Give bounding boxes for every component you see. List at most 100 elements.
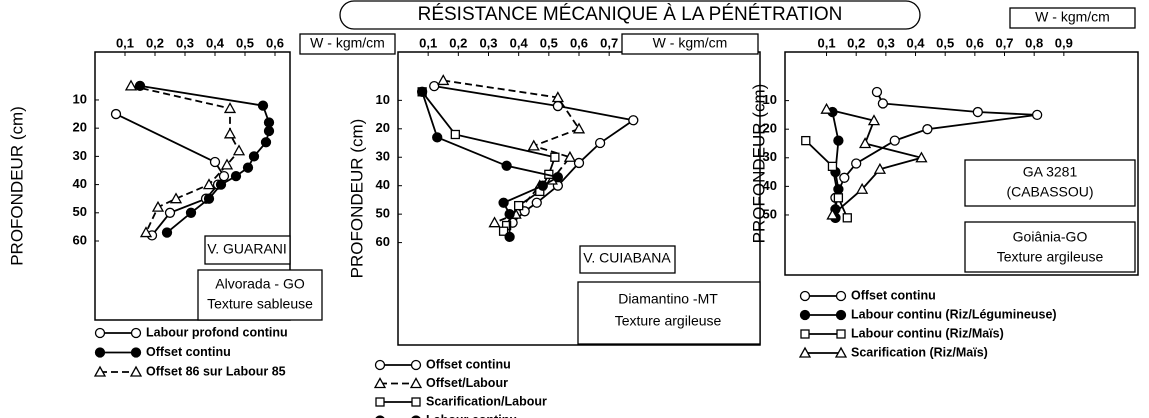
y-tick-label: 50	[763, 206, 777, 221]
legend-label: Scarification (Riz/Maïs)	[851, 345, 988, 359]
annotation-box	[964, 159, 1136, 207]
marker	[834, 346, 848, 358]
marker	[799, 290, 811, 302]
y-tick-label: 10	[763, 92, 777, 107]
marker	[972, 106, 983, 118]
marker	[820, 102, 833, 114]
marker	[110, 108, 122, 120]
x-tick-label: 0,6	[966, 35, 984, 50]
y-tick-label: 40	[376, 177, 390, 192]
marker	[514, 200, 524, 211]
marker	[799, 309, 811, 321]
marker	[842, 213, 852, 223]
x-axis-title-box	[299, 33, 396, 55]
y-tick-label: 60	[376, 234, 390, 249]
x-axis-title: W - kgm/cm	[653, 35, 728, 51]
legend-symbols	[798, 346, 848, 358]
annotation: Diamantino -MT	[618, 291, 718, 307]
annotation: V. CUIABANA	[583, 250, 671, 266]
marker	[833, 135, 844, 146]
marker	[835, 290, 847, 302]
x-tick-label: 0,3	[176, 35, 194, 50]
marker	[263, 117, 275, 128]
marker	[437, 74, 450, 86]
marker	[130, 327, 142, 339]
legend-label: Labour profond continu	[146, 325, 288, 339]
annotation-box	[577, 281, 761, 345]
marker	[409, 377, 423, 389]
y-tick-label: 10	[73, 91, 87, 106]
x-axis-title: W - kgm/cm	[310, 35, 385, 51]
marker	[851, 158, 862, 169]
legend-symbols	[375, 397, 421, 407]
marker	[826, 208, 839, 220]
marker	[833, 193, 844, 203]
marker	[129, 365, 143, 377]
y-tick-label: 10	[376, 92, 390, 107]
marker	[411, 397, 421, 407]
marker	[839, 172, 850, 183]
marker	[202, 178, 216, 190]
x-tick-label: 0,4	[510, 35, 529, 50]
marker	[501, 160, 512, 171]
marker	[858, 137, 872, 149]
marker	[257, 100, 269, 111]
legend-symbols	[94, 347, 142, 358]
annotation: Alvorada - GO	[215, 276, 305, 292]
marker	[416, 86, 428, 97]
y-tick-label: 20	[376, 120, 390, 135]
legend-label: Offset continu	[146, 345, 231, 359]
legend-symbols	[94, 327, 142, 339]
legend-symbols	[799, 309, 847, 321]
marker	[93, 365, 107, 377]
legend-label: Offset/Labour	[426, 376, 508, 390]
title-box	[339, 0, 921, 30]
marker	[374, 359, 386, 371]
series-line	[805, 139, 849, 219]
y-axis-title: PROFONDEUR (cm)	[749, 84, 768, 244]
y-tick-label: 60	[73, 232, 87, 247]
x-tick-label: 0,5	[936, 35, 954, 50]
legend-symbols	[373, 377, 423, 389]
marker	[527, 139, 540, 151]
annotation: V. GUARANI	[207, 241, 287, 257]
marker	[373, 377, 387, 389]
y-tick-label: 50	[73, 204, 87, 219]
annotation: Texture argileuse	[615, 313, 722, 329]
annotation: Texture sableuse	[207, 296, 313, 312]
marker	[124, 79, 138, 91]
marker	[877, 98, 889, 109]
x-tick-label: 0,4	[906, 35, 925, 50]
marker	[867, 114, 881, 126]
marker	[410, 359, 422, 371]
series-line	[421, 91, 557, 232]
marker	[230, 170, 242, 182]
marker	[833, 184, 844, 195]
marker	[1031, 109, 1043, 121]
marker	[871, 86, 883, 98]
marker	[185, 207, 197, 218]
plot-frame	[784, 51, 1139, 276]
marker	[164, 207, 176, 218]
x-tick-label: 0,3	[877, 35, 895, 50]
marker	[628, 115, 639, 126]
y-axis-title: PROFONDEUR (cm)	[347, 119, 366, 279]
annotation-box	[964, 221, 1136, 273]
y-tick-label: 50	[376, 206, 390, 221]
marker	[531, 197, 542, 208]
x-tick-label: 0,7	[995, 35, 1013, 50]
marker	[203, 193, 215, 204]
marker	[218, 170, 230, 182]
marker	[889, 135, 900, 146]
marker	[223, 102, 237, 114]
marker	[375, 397, 385, 407]
marker	[260, 137, 272, 148]
marker	[429, 80, 440, 92]
marker	[161, 227, 173, 238]
marker	[836, 329, 846, 339]
legend-symbols	[800, 329, 846, 339]
x-tick-label: 0,2	[449, 35, 467, 50]
annotation-box	[197, 269, 323, 321]
x-tick-label: 0,1	[419, 35, 437, 50]
